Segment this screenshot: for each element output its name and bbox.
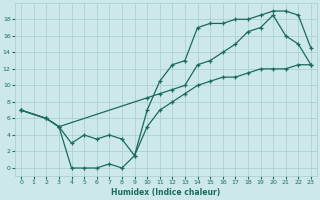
X-axis label: Humidex (Indice chaleur): Humidex (Indice chaleur) bbox=[111, 188, 221, 197]
